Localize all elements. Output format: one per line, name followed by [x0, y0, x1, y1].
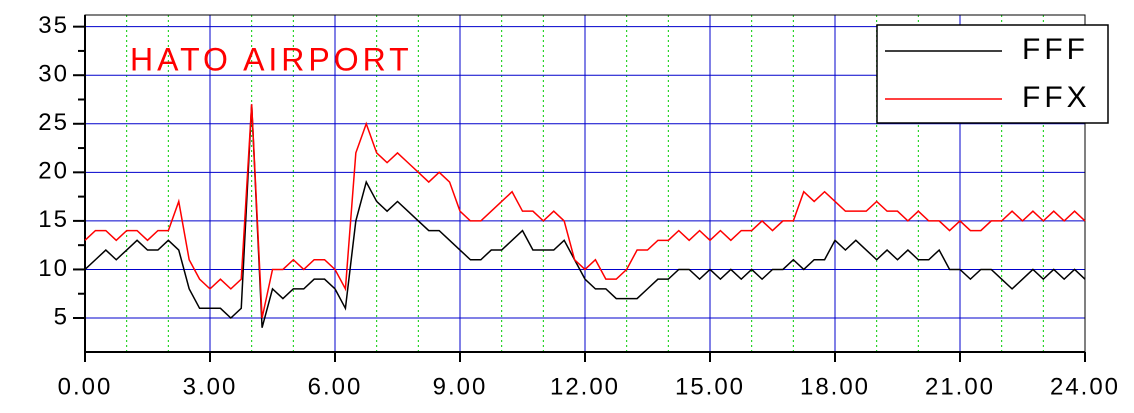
- y-tick-label: 30: [38, 61, 69, 88]
- x-tick-label: 15.00: [675, 373, 745, 400]
- legend-label: FFX: [1022, 81, 1091, 114]
- x-tick-label: 24.00: [1050, 373, 1120, 400]
- y-tick-label: 15: [38, 206, 69, 233]
- y-tick-label: 20: [38, 158, 69, 185]
- y-tick-label: 35: [38, 12, 69, 39]
- x-tick-label: 3.00: [183, 373, 238, 400]
- series-line: [84, 104, 1086, 319]
- y-tick-label: 10: [38, 255, 69, 282]
- x-tick-label: 18.00: [800, 373, 870, 400]
- legend-label: FFF: [1022, 33, 1089, 66]
- x-tick-label: 0.00: [58, 373, 113, 400]
- x-tick-label: 21.00: [925, 373, 995, 400]
- y-tick-label: 25: [38, 109, 69, 136]
- legend-box: [876, 24, 1109, 124]
- x-tick-label: 6.00: [308, 373, 363, 400]
- x-tick-label: 9.00: [433, 373, 488, 400]
- x-tick-label: 12.00: [550, 373, 620, 400]
- chart-title: HATO AIRPORT: [130, 41, 413, 77]
- y-tick-label: 5: [54, 303, 69, 330]
